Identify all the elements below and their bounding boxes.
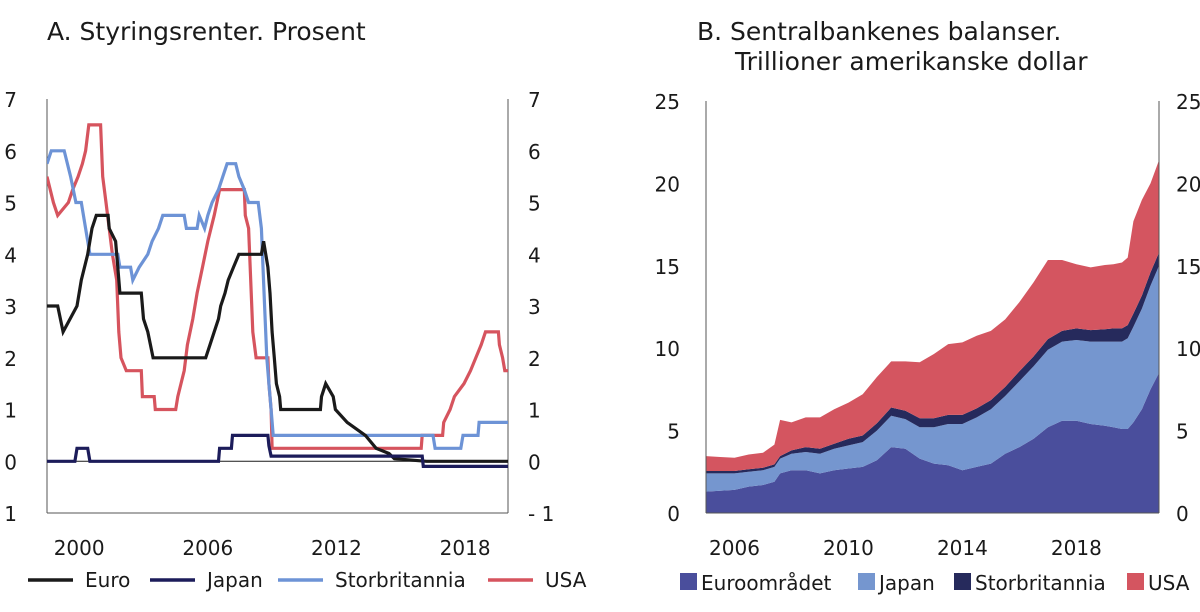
chart-b-x-tick: 2014: [937, 536, 988, 560]
chart-b-legend-label: Japan: [877, 571, 935, 595]
chart-a-legend-label: Storbritannia: [335, 568, 466, 592]
chart-a-series-line-japan: [47, 433, 508, 468]
chart-a-y-tick-left: 5: [4, 192, 17, 216]
chart-a-y-tick-right: 3: [528, 295, 541, 319]
chart-a-y-tick-left: 0: [4, 450, 17, 474]
chart-a-y-tick-left: 6: [4, 140, 17, 164]
chart-b-x-tick: 2018: [1051, 536, 1102, 560]
chart-a-y-tick-right: 6: [528, 140, 541, 164]
chart-a-x-tick: 2018: [440, 536, 491, 560]
chart-a-y-tick-right: 0: [528, 450, 541, 474]
chart-b-y-tick-left: 10: [655, 337, 680, 361]
chart-a-y-tick-left: 2: [4, 347, 17, 371]
chart-a-legend-label: Japan: [205, 568, 263, 592]
chart-a-legend-label: USA: [545, 568, 587, 592]
chart-b-area-japan: [706, 265, 1159, 492]
chart-b-legend-label: Storbritannia: [975, 571, 1106, 595]
chart-b-y-tick-right: 5: [1176, 420, 1189, 444]
chart-b-y-tick-left: 15: [655, 255, 680, 279]
chart-b-y-tick-right: 20: [1176, 172, 1200, 196]
chart-b-y-tick-left: 5: [667, 420, 680, 444]
chart-a-title: A. Styringsrenter. Prosent: [47, 17, 366, 46]
chart-b-y-tick-right: 15: [1176, 255, 1200, 279]
chart-b-legend-label: Euroområdet: [701, 571, 832, 595]
chart-b-y-tick-left: 20: [655, 172, 680, 196]
chart-a-legend-label: Euro: [85, 568, 130, 592]
chart-b-legend-swatch: [858, 573, 875, 590]
chart-a-series-line-usa: [47, 123, 508, 450]
chart-b-x-tick: 2006: [709, 536, 760, 560]
chart-b-title-line-2: Trillioner amerikanske dollar: [735, 47, 1088, 76]
chart-a-y-tick-left: 4: [4, 243, 17, 267]
chart-b-x-tick: 2010: [823, 536, 874, 560]
chart-a-series-line-euro: [47, 213, 508, 463]
chart-a-x-tick: 2012: [311, 536, 362, 560]
chart-a-y-tick-right: 4: [528, 243, 541, 267]
chart-a-y-tick-right: 7: [528, 88, 541, 112]
chart-a-y-tick-right: - 1: [528, 502, 554, 526]
chart-b-area-usa: [706, 160, 1159, 472]
chart-b-y-tick-right: 10: [1176, 337, 1200, 361]
chart-a: 7 7 6 6 5 5 4 4 3 3 2 2 1 1 0 0 - 1 - 1 2000 2006 2012 2018 Eu…: [0, 88, 587, 592]
chart-a-y-tick-right: 1: [528, 399, 541, 423]
chart-a-y-tick-right: 5: [528, 192, 541, 216]
chart-b-y-tick-left: 0: [667, 502, 680, 526]
chart-a-y-tick-left: 7: [4, 88, 17, 112]
chart-a-y-tick-right: 2: [528, 347, 541, 371]
chart-b-title-line-1: B. Sentralbankenes balanser.: [697, 17, 1062, 46]
chart-b-y-tick-right: 25: [1176, 90, 1200, 114]
chart-b-legend-swatch: [1127, 573, 1144, 590]
chart-a-x-tick: 2000: [54, 536, 105, 560]
chart-b-y-tick-right: 0: [1176, 502, 1189, 526]
chart-b-legend-swatch: [680, 573, 697, 590]
chart-a-y-tick-left: 3: [4, 295, 17, 319]
chart-b-area-euroområdet: [706, 372, 1159, 513]
chart-b-legend-label: USA: [1148, 571, 1190, 595]
chart-b-y-tick-left: 25: [655, 90, 680, 114]
chart-b-title: B. Sentralbankenes balanser. Trillioner …: [697, 17, 1087, 77]
chart-a-y-tick-left: 1: [4, 399, 17, 423]
chart-b-legend-swatch: [954, 573, 971, 590]
chart-a-y-tick-left: - 1: [0, 502, 17, 526]
chart-a-x-tick: 2006: [182, 536, 233, 560]
